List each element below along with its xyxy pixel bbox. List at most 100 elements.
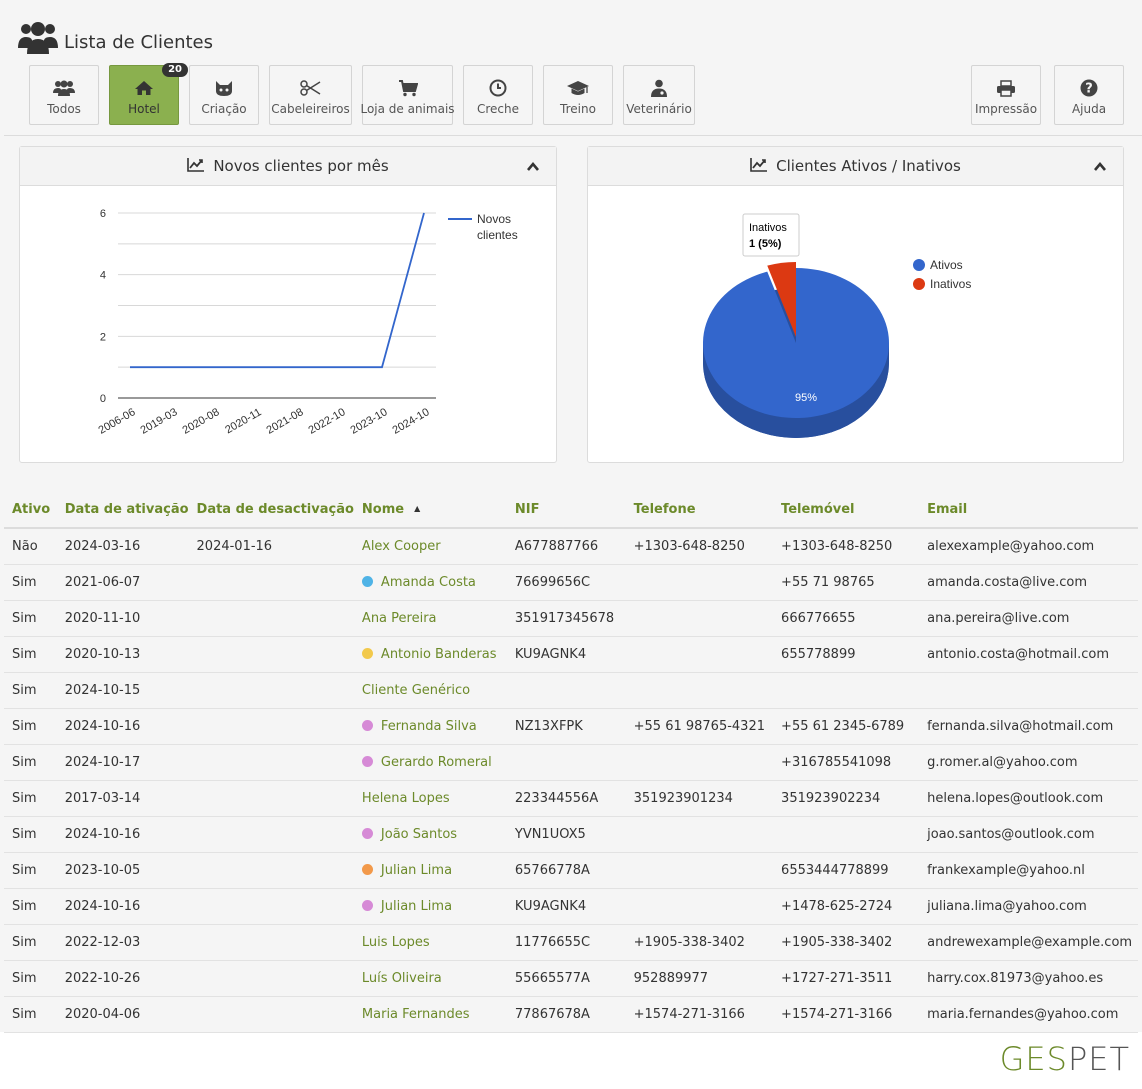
column-header[interactable]: Telemóvel <box>773 492 920 529</box>
client-name-link[interactable]: Gerardo Romeral <box>380 754 492 770</box>
client-name-link[interactable]: Fernanda Silva <box>380 718 477 734</box>
filter-veterinario-button[interactable]: Veterinário <box>623 65 695 125</box>
table-cell[interactable]: Ana Pereira <box>353 600 507 637</box>
client-name-link[interactable]: Maria Fernandes <box>361 1006 470 1022</box>
column-header[interactable]: Data de desactivação <box>188 492 354 529</box>
table-row[interactable]: Sim 2024-10-17 Gerardo Romeral +31678554109… <box>4 744 1138 781</box>
table-row[interactable]: Sim 2017-03-14 Helena Lopes 223344556A 35192… <box>4 780 1138 817</box>
panel-title: Clientes Ativos / Inativos <box>776 157 961 175</box>
table-row[interactable]: Sim 2024-10-16 Julian Lima KU9AGNK4 +1478-62… <box>4 888 1138 925</box>
client-name-link[interactable]: Julian Lima <box>380 862 453 878</box>
line-chart-icon <box>750 157 768 176</box>
filter-treino-button[interactable]: Treino <box>543 65 613 125</box>
column-header[interactable]: Email <box>919 492 1138 529</box>
table-cell[interactable]: Julian Lima <box>353 852 507 889</box>
table-cell: antonio.costa@hotmail.com <box>919 636 1138 673</box>
client-name-link[interactable]: Julian Lima <box>380 898 453 914</box>
table-cell[interactable]: Helena Lopes <box>353 780 507 817</box>
legend-swatch <box>913 278 925 290</box>
table-cell[interactable]: Luís Oliveira <box>353 960 507 997</box>
printer-icon <box>996 78 1016 98</box>
client-name-link[interactable]: Helena Lopes <box>361 790 450 806</box>
table-cell[interactable]: Julian Lima <box>353 888 507 925</box>
collapse-chevron-icon[interactable] <box>526 159 540 173</box>
filter-criacao-button[interactable]: Criação <box>189 65 259 125</box>
table-cell: 952889977 <box>625 960 774 997</box>
table-cell: 77867678A <box>506 996 626 1033</box>
column-header[interactable]: NIF <box>506 492 626 529</box>
client-name-link[interactable]: Alex Cooper <box>361 538 441 554</box>
table-cell[interactable]: Amanda Costa <box>353 564 507 601</box>
y-tick-label: 0 <box>100 393 106 405</box>
table-row[interactable]: Sim 2024-10-15 Cliente Genérico <box>4 672 1138 709</box>
table-cell: Sim <box>4 564 57 601</box>
x-tick-label: 2006-06 <box>97 406 138 437</box>
table-cell: joao.santos@outlook.com <box>919 816 1138 853</box>
table-cell <box>625 636 774 673</box>
table-row[interactable]: Sim 2020-04-06 Maria Fernandes 77867678A +15… <box>4 996 1138 1033</box>
table-cell[interactable]: Gerardo Romeral <box>353 744 507 781</box>
table-cell: 351917345678 <box>506 600 626 637</box>
line-chart-icon <box>187 157 205 176</box>
print-button[interactable]: Impressão <box>971 65 1041 125</box>
filter-creche-button[interactable]: Creche <box>463 65 533 125</box>
table-cell: 655778899 <box>773 636 920 673</box>
filter-cabeleireiros-button[interactable]: Cabeleireiros <box>269 65 352 125</box>
x-tick-label: 2024-10 <box>391 406 432 437</box>
table-cell[interactable]: Luis Lopes <box>353 924 507 961</box>
client-name-link[interactable]: Ana Pereira <box>361 610 437 626</box>
tooltip-value: 1 (5%) <box>749 238 782 250</box>
users-icon <box>53 78 75 98</box>
collapse-chevron-icon[interactable] <box>1093 159 1107 173</box>
page-header: Lista de Clientes <box>18 18 213 58</box>
table-cell: alexexample@yahoo.com <box>919 528 1138 565</box>
clock-icon <box>489 78 507 98</box>
table-row[interactable]: Não 2024-03-16 2024-01-16 Alex Cooper A67788… <box>4 528 1138 565</box>
filter-todos-button[interactable]: Todos <box>29 65 99 125</box>
table-cell: KU9AGNK4 <box>506 888 626 925</box>
tooltip-box <box>742 213 800 257</box>
column-header[interactable]: Nome ▲ <box>353 492 507 529</box>
client-name-link[interactable]: Amanda Costa <box>380 574 476 590</box>
client-name-link[interactable]: Cliente Genérico <box>361 682 471 698</box>
column-header[interactable]: Ativo <box>4 492 57 529</box>
column-header[interactable]: Data de ativação <box>56 492 189 529</box>
table-row[interactable]: Sim 2021-06-07 Amanda Costa 76699656C +55 71… <box>4 564 1138 601</box>
table-cell[interactable]: Fernanda Silva <box>353 708 507 745</box>
table-row[interactable]: Sim 2022-10-26 Luís Oliveira 55665577A 95288… <box>4 960 1138 997</box>
table-cell <box>188 852 354 889</box>
panel-header: Novos clientes por mês <box>20 147 556 186</box>
table-row[interactable]: Sim 2024-10-16 Fernanda Silva NZ13XFPK +55 6… <box>4 708 1138 745</box>
client-color-dot <box>361 899 373 911</box>
client-name-link[interactable]: Luis Lopes <box>361 934 430 950</box>
table-row[interactable]: Sim 2022-12-03 Luis Lopes 11776655C +1905-33… <box>4 924 1138 961</box>
client-name-link[interactable]: Antonio Banderas <box>380 646 497 662</box>
table-cell: 2020-10-13 <box>56 636 189 673</box>
table-row[interactable]: Sim 2020-11-10 Ana Pereira 351917345678 6667… <box>4 600 1138 637</box>
filter-loja-button[interactable]: Loja de animais <box>360 65 455 125</box>
table-cell[interactable]: João Santos <box>353 816 507 853</box>
sort-ascending-icon: ▲ <box>414 504 421 513</box>
legend-swatch <box>913 259 925 271</box>
help-button[interactable]: ? Ajuda <box>1054 65 1124 125</box>
table-row[interactable]: Sim 2023-10-05 Julian Lima 65766778A 6553444… <box>4 852 1138 889</box>
table-cell: Sim <box>4 744 57 781</box>
column-header[interactable]: Telefone <box>625 492 774 529</box>
users-icon <box>18 18 60 58</box>
table-cell: NZ13XFPK <box>506 708 626 745</box>
table-cell[interactable]: Maria Fernandes <box>353 996 507 1033</box>
filter-hotel-button[interactable]: 20 Hotel <box>109 63 188 125</box>
table-cell: 2020-04-06 <box>56 996 189 1033</box>
table-cell: Sim <box>4 708 57 745</box>
table-cell[interactable]: Antonio Banderas <box>353 636 507 673</box>
client-name-link[interactable]: João Santos <box>380 826 458 842</box>
table-row[interactable]: Sim 2024-10-16 João Santos YVN1UOX5 joao.san… <box>4 816 1138 853</box>
legend-label: Inativos <box>930 277 971 291</box>
table-cell[interactable]: Alex Cooper <box>353 528 507 565</box>
table-cell: KU9AGNK4 <box>506 636 626 673</box>
client-name-link[interactable]: Luís Oliveira <box>361 970 442 986</box>
svg-text:?: ? <box>1085 82 1093 97</box>
table-row[interactable]: Sim 2020-10-13 Antonio Banderas KU9AGNK4 655… <box>4 636 1138 673</box>
table-cell: 55665577A <box>506 960 626 997</box>
table-cell[interactable]: Cliente Genérico <box>353 672 507 709</box>
